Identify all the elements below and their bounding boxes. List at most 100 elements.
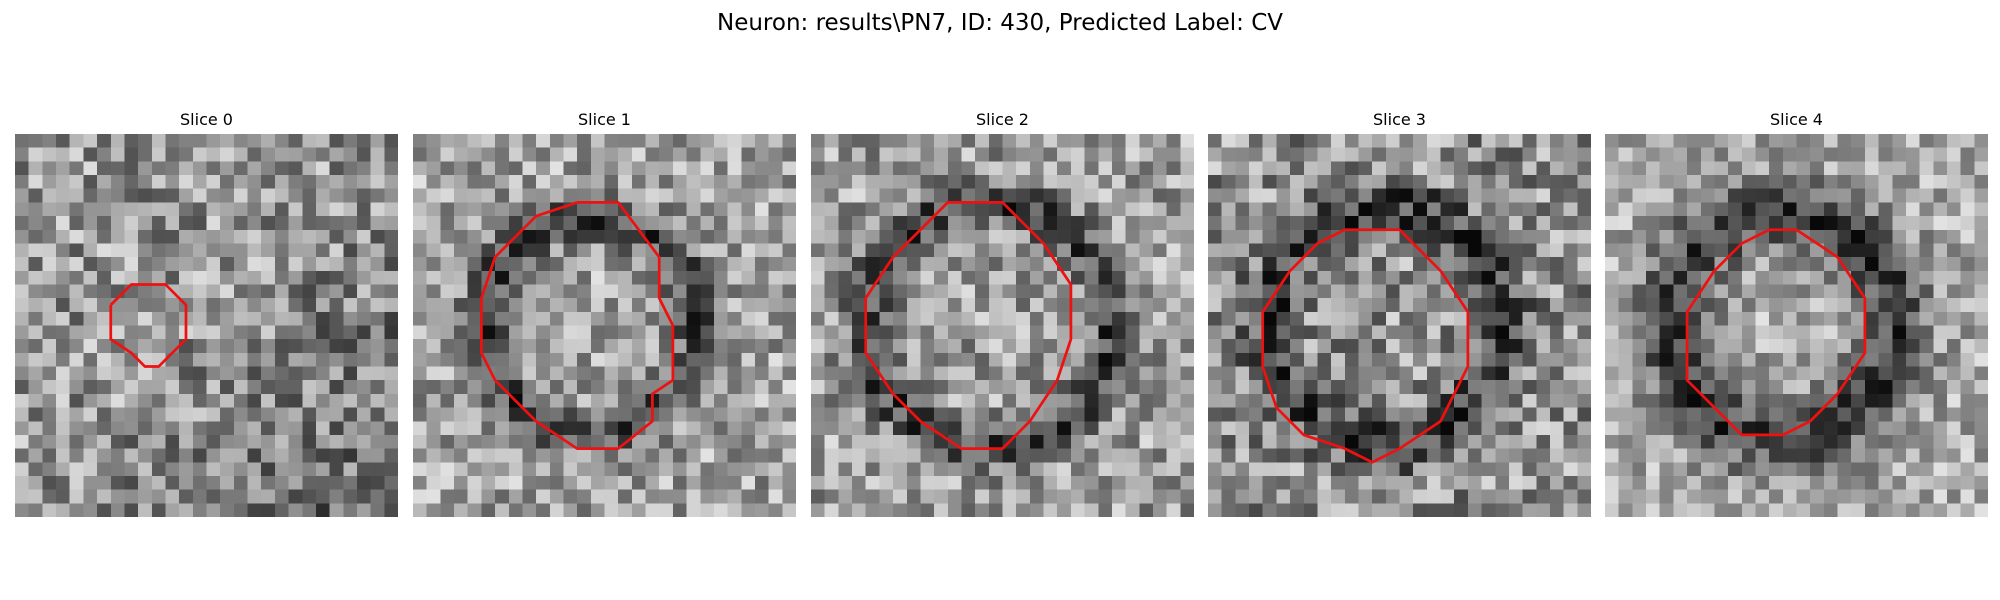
pixel	[302, 311, 317, 326]
pixel	[1632, 366, 1647, 381]
pixel	[1618, 147, 1633, 162]
pixel	[151, 147, 166, 162]
pixel	[1029, 311, 1044, 326]
pixel	[151, 489, 166, 504]
pixel	[69, 434, 84, 449]
pixel	[686, 421, 701, 436]
pixel	[1331, 352, 1346, 367]
pixel	[659, 421, 674, 436]
pixel	[83, 284, 98, 299]
pixel	[1454, 421, 1469, 436]
pixel	[329, 503, 344, 517]
pixel	[56, 257, 70, 272]
pixel	[315, 270, 330, 285]
pixel	[1673, 339, 1688, 354]
pixel	[754, 243, 769, 258]
pixel-grid	[1208, 134, 1591, 517]
pixel	[1043, 489, 1058, 504]
pixel	[315, 475, 330, 490]
pixel	[1221, 448, 1236, 463]
pixel	[618, 489, 633, 504]
pixel	[686, 270, 701, 285]
pixel	[1755, 257, 1770, 272]
pixel	[151, 448, 166, 463]
pixel	[1098, 202, 1113, 217]
pixel	[879, 421, 894, 436]
pixel	[192, 270, 207, 285]
pixel	[56, 175, 70, 189]
pixel	[206, 407, 221, 422]
pixel	[1426, 366, 1441, 381]
pixel	[233, 475, 248, 490]
pixel	[522, 161, 537, 176]
pixel	[1002, 311, 1017, 326]
pixel	[988, 243, 1003, 258]
pixel	[1016, 284, 1031, 299]
pixel	[97, 175, 112, 189]
pixel	[1755, 188, 1770, 203]
pixel	[261, 366, 276, 381]
pixel	[15, 284, 29, 299]
pixel	[536, 243, 551, 258]
pixel	[1467, 489, 1482, 504]
pixel	[1276, 298, 1291, 313]
pixel	[1084, 147, 1099, 162]
pixel	[672, 134, 687, 148]
pixel	[1728, 325, 1743, 340]
pixel	[1166, 352, 1181, 367]
pixel	[645, 147, 660, 162]
pixel	[988, 134, 1003, 148]
pixel	[15, 434, 29, 449]
pixel	[233, 421, 248, 436]
pixel	[440, 311, 455, 326]
pixel	[1070, 161, 1085, 176]
pixel	[727, 448, 742, 463]
pixel	[1084, 462, 1099, 477]
pixel	[988, 229, 1003, 244]
pixel	[124, 489, 139, 504]
pixel	[138, 489, 153, 504]
pixel	[754, 161, 769, 176]
pixel	[754, 284, 769, 299]
pixel	[1166, 147, 1181, 162]
pixel	[1139, 339, 1154, 354]
pixel	[28, 380, 43, 395]
pixel	[1166, 284, 1181, 299]
pixel	[1344, 175, 1359, 189]
pixel	[590, 503, 605, 517]
pixel	[28, 298, 43, 313]
pixel	[343, 407, 358, 422]
pixel	[1495, 407, 1510, 422]
pixel	[288, 393, 303, 408]
pixel	[1646, 462, 1660, 477]
pixel	[713, 462, 728, 477]
pixel	[1687, 325, 1702, 340]
pixel	[1933, 298, 1948, 313]
pixel	[988, 147, 1003, 162]
pixel	[754, 448, 769, 463]
pixel	[1714, 202, 1729, 217]
pixel	[1782, 475, 1797, 490]
pixel	[1659, 229, 1674, 244]
pixel	[713, 380, 728, 395]
pixel	[1837, 134, 1852, 148]
pixel	[590, 462, 605, 477]
pixel	[1125, 352, 1140, 367]
pixel	[1467, 434, 1482, 449]
pixel	[865, 434, 880, 449]
pixel	[1837, 339, 1852, 354]
pixel	[1508, 243, 1523, 258]
pixel	[1577, 147, 1591, 162]
pixel	[1303, 475, 1318, 490]
pixel	[1508, 134, 1523, 148]
pixel	[413, 475, 427, 490]
pixel	[1714, 161, 1729, 176]
pixel	[577, 421, 592, 436]
pixel	[261, 161, 276, 176]
pixel	[1139, 462, 1154, 477]
pixel	[1960, 434, 1975, 449]
pixel	[1618, 325, 1633, 340]
pixel	[1467, 188, 1482, 203]
pixel	[220, 339, 235, 354]
pixel	[988, 216, 1003, 231]
